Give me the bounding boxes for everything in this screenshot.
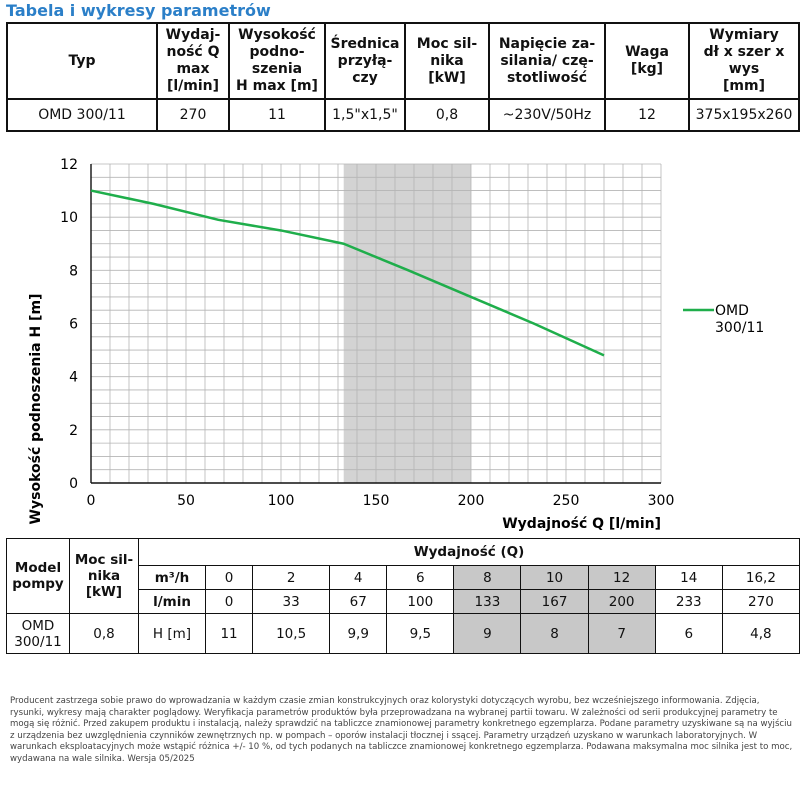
flow-lmin-cell: 33 (252, 589, 331, 614)
flow-lmin-cell: 133 (453, 589, 522, 614)
spec-cell: 375x195x260 (688, 98, 800, 132)
x-tick-label: 50 (177, 493, 195, 509)
flow-m3h-cell: 10 (520, 565, 589, 590)
flow-m3h-cell: 2 (252, 565, 331, 590)
flow-m3h-cell: 0 (204, 565, 254, 590)
spec-header: Waga [kg] (604, 22, 690, 100)
y-axis-label: Wysokość podnoszenia H [m] (28, 294, 44, 525)
y-tick-label: 4 (69, 370, 78, 386)
flow-m3h-cell: 12 (587, 565, 656, 590)
flow-lmin-cell: 67 (329, 589, 388, 614)
table-row: OMD 300/11 270 11 1,5"x1,5" 0,8 ~230V/50… (6, 98, 800, 132)
x-axis-label: Wydajność Q [l/min] (502, 516, 661, 532)
flow-h-cell: 8 (520, 613, 589, 654)
table-row: OMD 300/11 0,8 H [m] 11 10,5 9,9 9,5 9 8 7 6 4,8 (6, 613, 801, 654)
x-tick-label: 100 (268, 493, 295, 509)
flow-lmin-cell: 100 (386, 589, 455, 614)
flow-group-header: Wydajność (Q) (138, 538, 800, 566)
spec-header: Wymiary dł x szer x wys [mm] (688, 22, 800, 100)
y-tick-label: 8 (69, 263, 78, 279)
flow-lmin-cell: 270 (721, 589, 801, 614)
flow-m3h-cell: 8 (453, 565, 522, 590)
spec-header: Typ (6, 22, 158, 100)
flow-lmin-cell: 233 (654, 589, 723, 614)
flow-table: Model pompy Moc sil-nika [kW] Wydajność (… (6, 538, 801, 654)
flow-lmin-cell: 0 (204, 589, 254, 614)
disclaimer-text: Producent zastrzega sobie prawo do wprow… (10, 696, 793, 764)
power-cell: 0,8 (69, 613, 139, 654)
model-cell: OMD 300/11 (6, 613, 70, 654)
unit-h: H [m] (138, 613, 206, 654)
flow-h-cell: 7 (587, 613, 656, 654)
spec-header: Średnica przyłą-czy (324, 22, 406, 100)
spec-cell: 1,5"x1,5" (324, 98, 406, 132)
x-tick-label: 250 (553, 493, 580, 509)
flow-h-cell: 11 (204, 613, 254, 654)
table-row: l/min 0 33 67 100 133 167 200 233 270 (7, 589, 801, 614)
y-tick-label: 2 (69, 423, 78, 439)
flow-h-cell: 10,5 (252, 613, 331, 654)
y-tick-label: 6 (69, 317, 78, 333)
unit-m3h: m³/h (138, 565, 206, 590)
flow-h-cell: 9,5 (386, 613, 455, 654)
y-tick-label: 12 (60, 157, 78, 173)
page-title: Tabela i wykresy parametrów (6, 1, 271, 20)
power-header: Moc sil-nika [kW] (69, 538, 139, 614)
spec-header: Moc sil-nika [kW] (404, 22, 490, 100)
performance-chart: 0 50 100 150 200 250 300 0 2 4 6 8 10 12 OMD 300/11 Wy… (28, 157, 764, 532)
series-line (90, 189, 605, 357)
spec-header: Wysokość podno-szenia H max [m] (228, 22, 326, 100)
y-tick-label: 0 (69, 476, 78, 492)
model-header: Model pompy (6, 538, 70, 614)
flow-h-cell: 9,9 (329, 613, 388, 654)
flow-h-cell: 4,8 (721, 613, 801, 654)
spec-header: Napięcie za-silania/ czę-stotliwość (488, 22, 606, 100)
spec-cell: 12 (604, 98, 690, 132)
spec-cell: 0,8 (404, 98, 490, 132)
flow-h-cell: 6 (654, 613, 723, 654)
x-tick-label: 0 (87, 493, 96, 509)
flow-m3h-cell: 6 (386, 565, 455, 590)
unit-lmin: l/min (138, 589, 206, 614)
flow-m3h-cell: 14 (654, 565, 723, 590)
legend-label: OMD 300/11 (715, 303, 764, 336)
x-tick-label: 150 (363, 493, 390, 509)
spec-cell: 11 (228, 98, 326, 132)
flow-lmin-cell: 200 (587, 589, 656, 614)
y-tick-label: 10 (60, 210, 78, 226)
x-tick-label: 200 (458, 493, 485, 509)
flow-lmin-cell: 167 (520, 589, 589, 614)
flow-h-cell: 9 (453, 613, 522, 654)
flow-m3h-cell: 16,2 (721, 565, 801, 590)
spec-cell: OMD 300/11 (6, 98, 158, 132)
flow-m3h-cell: 4 (329, 565, 388, 590)
spec-cell: ~230V/50Hz (488, 98, 606, 132)
x-tick-label: 300 (648, 493, 675, 509)
spec-cell: 270 (156, 98, 230, 132)
